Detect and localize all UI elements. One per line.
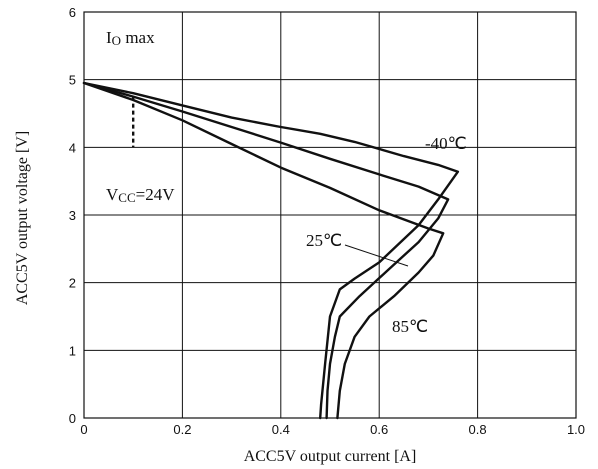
x-tick-label: 0: [80, 422, 87, 437]
y-tick-label: 4: [69, 140, 76, 155]
io-max-label: IO max: [106, 28, 155, 48]
y-tick-label: 5: [69, 73, 76, 88]
x-tick-label: 0.2: [173, 422, 191, 437]
y-tick-label: 3: [69, 208, 76, 223]
series-label-m40: -40℃: [425, 134, 467, 153]
plot-frame: [83, 11, 577, 419]
x-tick-label: 0.8: [469, 422, 487, 437]
tick-labels: 0 0.2 0.4 0.6 0.8 1.0 0 1 2 3 4 5 6: [69, 5, 585, 437]
y-tick-label: 1: [69, 343, 76, 358]
x-tick-label: 1.0: [567, 422, 585, 437]
x-tick-label: 0.4: [272, 422, 290, 437]
series-label-85: 85℃: [392, 317, 428, 336]
x-tick-label: 0.6: [370, 422, 388, 437]
x-axis-label: ACC5V output current [A]: [244, 448, 417, 465]
series-leader-25: [344, 244, 409, 267]
series-line-0: [82, 81, 460, 420]
vcc-label: VCC=24V: [106, 185, 175, 205]
series-line-1: [82, 81, 450, 420]
y-tick-label: 2: [69, 276, 76, 291]
y-tick-label: 0: [69, 411, 76, 426]
series-line-2: [82, 81, 445, 420]
y-tick-label: 6: [69, 5, 76, 20]
series: [82, 81, 460, 420]
grid: [84, 12, 576, 418]
annotations: IO max VCC=24V -40℃ 25℃ 85℃: [106, 28, 467, 336]
y-axis-label: ACC5V output voltage [V]: [14, 131, 31, 305]
series-label-25: 25℃: [306, 231, 342, 250]
